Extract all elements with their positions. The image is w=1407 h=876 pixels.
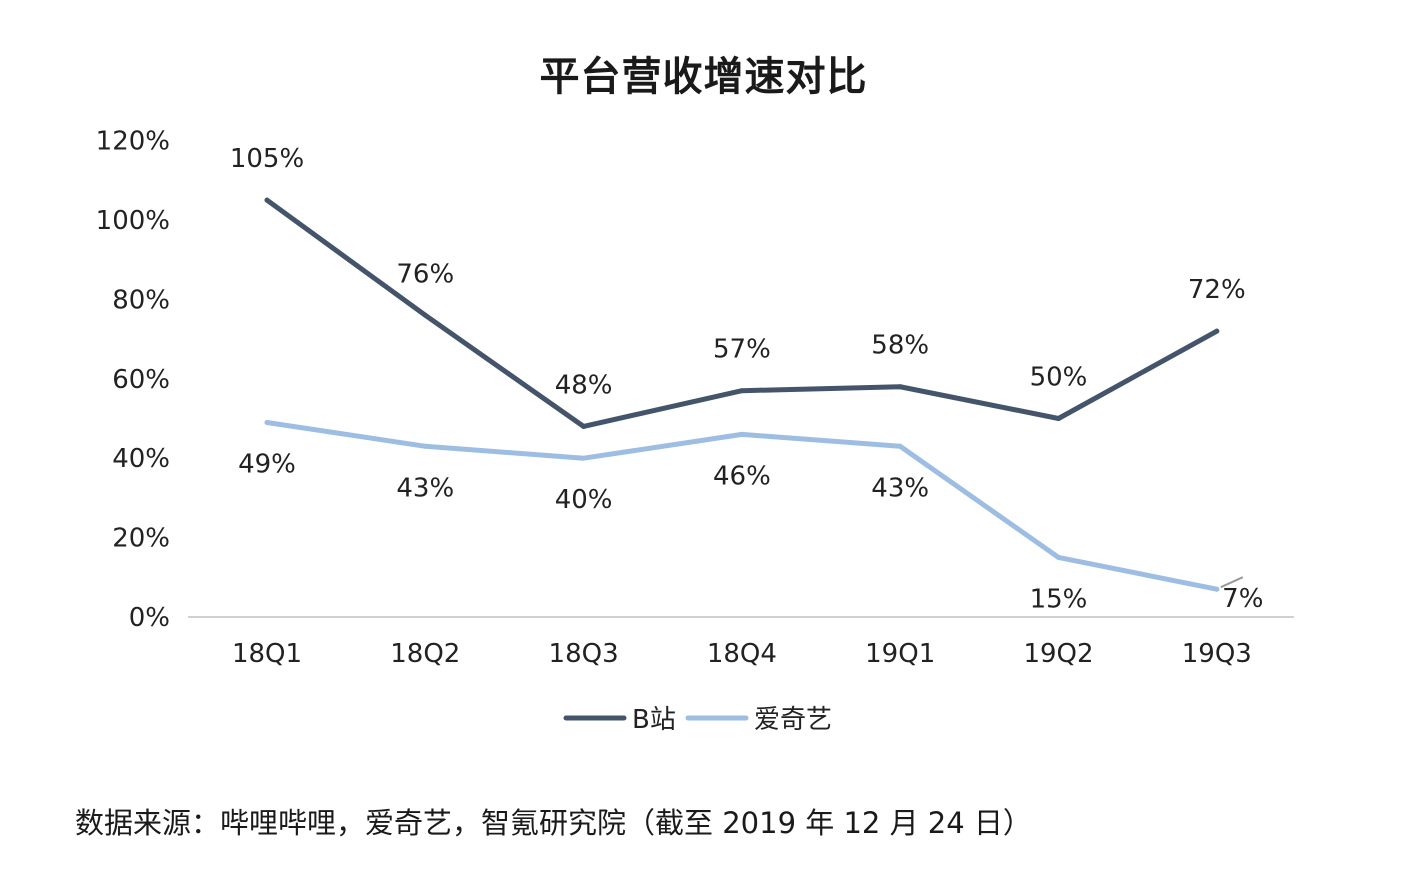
y-tick-label: 60% [112,365,170,395]
y-tick-label: 40% [112,444,170,474]
x-tick-label: 18Q1 [232,639,302,669]
data-point [422,312,428,318]
data-point [739,388,745,394]
data-label: 58% [871,331,929,361]
data-label: 40% [555,485,613,515]
data-label-leader-line [1220,576,1244,589]
data-point [581,455,587,461]
data-label: 50% [1030,363,1088,393]
x-tick-label: 19Q1 [865,639,935,669]
data-label: 48% [555,370,613,400]
source-note: 数据来源：哔哩哔哩，爱奇艺，智氪研究院（截至 2019 年 12 月 24 日） [75,806,1032,840]
data-label: 76% [396,259,454,289]
data-label: 57% [713,335,771,365]
x-tick-label: 18Q2 [390,639,460,669]
data-label: 49% [238,449,296,479]
data-point [264,197,270,203]
data-label: 43% [871,473,929,503]
data-label: 72% [1188,275,1246,305]
data-point [1056,554,1061,560]
series-line-iqiyi [264,419,1220,592]
data-point [422,443,428,449]
x-tick-label: 18Q3 [549,639,619,669]
y-tick-label: 120% [96,127,170,157]
data-label: 46% [713,461,771,491]
data-label: 15% [1030,584,1088,614]
x-tick-label: 19Q2 [1023,639,1093,669]
y-tick-label: 0% [129,603,170,633]
data-point [897,443,903,449]
y-tick-label: 100% [96,206,170,236]
data-point [581,423,587,429]
data-point [897,384,903,390]
x-tick-label: 18Q4 [707,639,777,669]
chart-title: 平台营收增速对比 [539,54,868,100]
data-point [1214,586,1220,592]
y-tick-label: 20% [112,524,170,554]
y-tick-label: 80% [112,285,170,315]
data-point [1214,328,1220,334]
legend-label-bilibili: B站 [632,705,676,735]
data-label: 7% [1222,584,1263,614]
data-label: 105% [230,144,304,174]
x-tick-label: 19Q3 [1182,639,1252,669]
legend-label-iqiyi: 爱奇艺 [754,705,832,735]
data-point [264,419,270,425]
data-point [1056,416,1061,421]
data-label: 43% [396,473,454,503]
data-point [739,431,745,437]
